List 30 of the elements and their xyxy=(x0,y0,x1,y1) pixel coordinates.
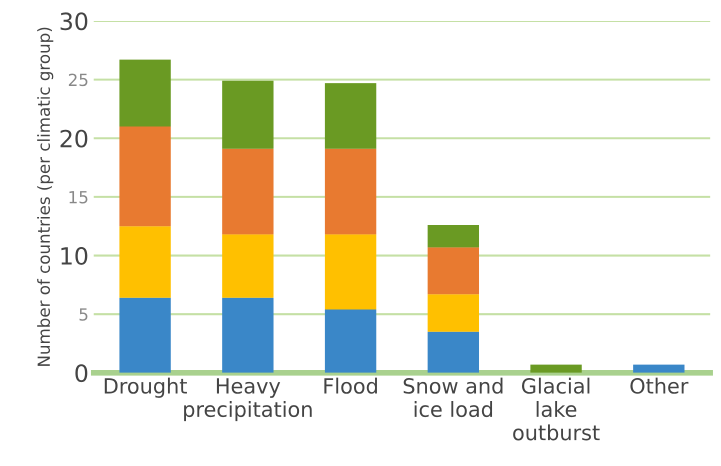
bar xyxy=(428,225,480,248)
bar xyxy=(222,148,274,234)
bar xyxy=(324,148,376,234)
bar xyxy=(222,234,274,298)
bar xyxy=(119,226,171,298)
y-tick-label: 30 xyxy=(60,12,88,30)
y-tick-label: 10 xyxy=(61,246,88,265)
x-tick-label: Glacial lake outburst xyxy=(513,378,600,440)
bar xyxy=(428,247,480,294)
x-tick-label: Snow and ice load xyxy=(404,378,502,418)
bar xyxy=(119,126,171,226)
y-tick-label: 20 xyxy=(60,130,88,148)
y-tick-label: 25 xyxy=(68,74,88,86)
bar xyxy=(633,364,684,373)
bar xyxy=(222,298,274,373)
bar xyxy=(324,309,376,373)
bar xyxy=(530,364,582,373)
bar xyxy=(222,80,274,149)
x-tick-label: Other xyxy=(630,378,688,394)
bar xyxy=(324,234,376,310)
y-tick-label: 0 xyxy=(75,364,88,382)
bar xyxy=(428,332,480,373)
y-tick-label: 5 xyxy=(80,308,88,321)
bar xyxy=(119,60,171,127)
x-tick-label: Flood xyxy=(324,378,377,394)
bar xyxy=(119,298,171,373)
y-axis-title: Number of countries (per climatic group) xyxy=(37,28,54,366)
y-tick-label: 15 xyxy=(69,191,88,204)
bar xyxy=(428,294,480,332)
bar xyxy=(324,83,376,149)
